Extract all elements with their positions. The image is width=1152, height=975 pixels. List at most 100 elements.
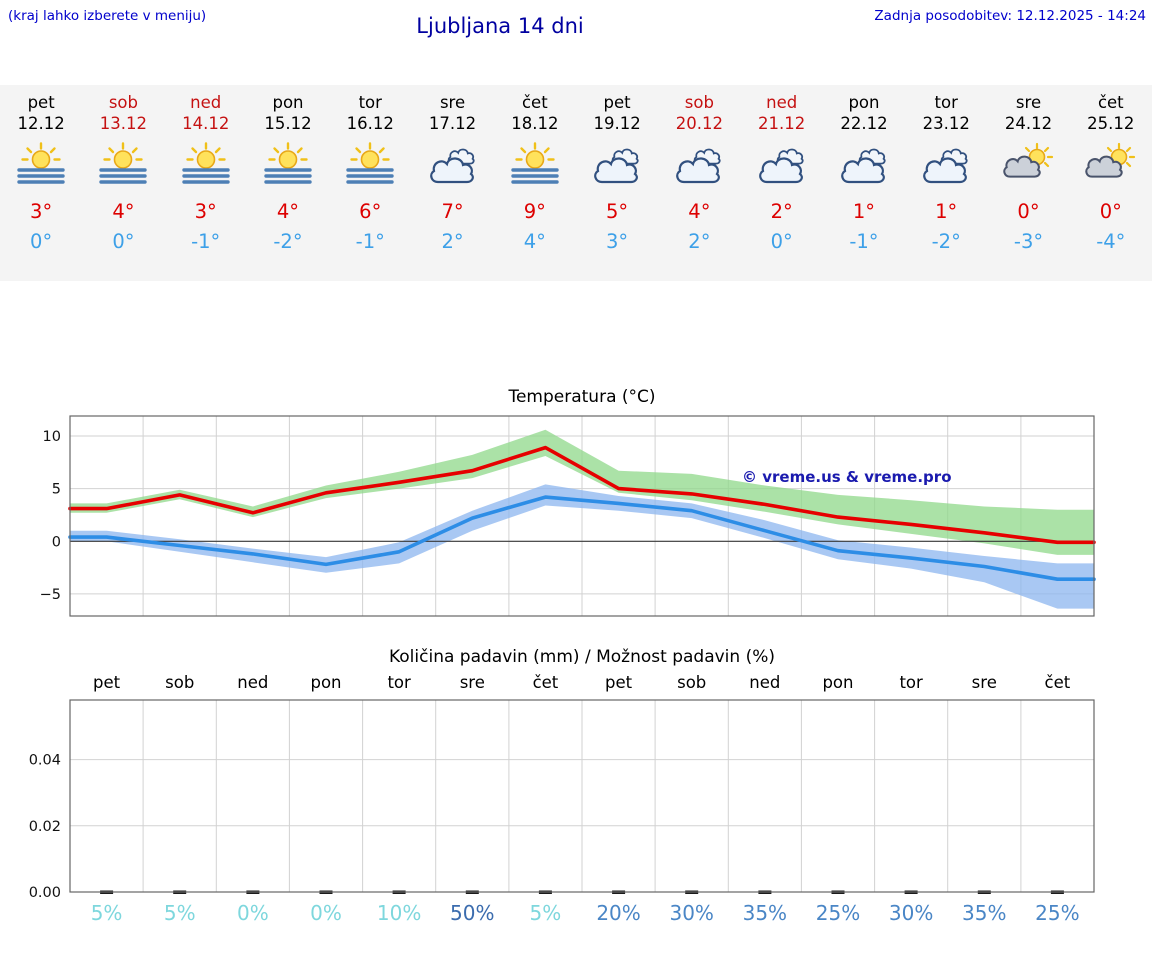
forecast-day-18.12: čet 18.12 9° 4° [494,85,576,281]
day-date: 21.12 [758,114,806,133]
watermark-link[interactable]: © vreme.us & vreme.pro [742,468,952,486]
forecast-day-12.12: pet 12.12 3° 0° [0,85,82,281]
day-name: ned [766,93,798,112]
sun-cloud-icon [1070,139,1152,191]
day-low-temp: 4° [523,230,546,253]
cloud-icon [411,139,493,191]
day-high-temp: 1° [852,200,876,223]
day-high-temp: 4° [112,200,135,223]
day-low-temp: -2° [273,230,303,253]
cloud-icon [658,139,740,191]
sun-fog-icon [165,139,247,191]
day-high-temp: 3° [194,200,217,223]
day-date: 23.12 [922,114,970,133]
precip-day-label: čet [532,673,559,692]
precip-day-label: sob [165,673,195,692]
svg-text:0: 0 [52,534,61,550]
precip-percent: 5% [163,901,196,925]
precip-day-label: pet [605,673,633,692]
day-name: pon [848,93,880,112]
forecast-day-15.12: pon 15.12 4° -2° [247,85,329,281]
forecast-day-20.12: sob 20.12 4° 2° [658,85,740,281]
precip-day-label: sre [971,673,997,692]
menu-hint: (kraj lahko izberete v meniju) [8,8,207,24]
day-date: 17.12 [428,114,477,133]
precip-percent: 25% [815,901,861,925]
day-low-temp: -1° [355,230,385,253]
day-high-temp: 0° [1099,200,1122,223]
precipitation-chart-title: Količina padavin (mm) / Možnost padavin … [388,647,775,667]
svg-text:0.04: 0.04 [29,753,61,769]
precip-percent: 20% [596,901,641,925]
day-high-temp: 0° [1017,200,1040,223]
day-name: sob [108,93,138,112]
precip-day-label: sre [459,673,485,692]
cloud-icon [905,139,987,191]
day-date: 15.12 [264,114,312,133]
precip-day-label: pet [93,673,121,692]
cloud-icon [823,139,905,191]
precip-day-label: pon [822,673,854,692]
forecast-day-13.12: sob 13.12 4° 0° [82,85,164,281]
day-low-temp: -3° [1013,230,1044,253]
svg-text:10: 10 [43,429,61,445]
day-high-temp: 2° [770,200,793,223]
temperature-chart-title: Temperatura (°C) [508,387,656,407]
day-name: sre [1015,93,1042,112]
svg-text:−5: −5 [40,587,61,603]
day-name: pet [603,93,631,112]
day-name: pet [27,93,55,112]
day-low-temp: -1° [191,230,221,253]
day-date: 13.12 [99,114,148,133]
precip-day-label: sob [677,673,707,692]
day-date: 19.12 [593,114,641,133]
day-date: 12.12 [17,114,65,133]
day-name: sob [684,93,714,112]
day-name: tor [358,93,382,112]
precip-percent: 35% [962,901,1007,925]
precip-day-label: ned [237,673,269,692]
precip-day-label: tor [899,673,923,692]
day-date: 25.12 [1087,114,1135,133]
day-high-temp: 9° [523,200,546,223]
svg-text:5: 5 [52,482,61,498]
precip-percent: 5% [529,901,562,925]
day-name: čet [521,93,548,112]
cloud-icon [741,139,823,191]
precip-day-labels: pet sob ned pon tor sre čet pet sob ned pon tor sre č… [70,673,1094,692]
precip-percent: 10% [376,901,422,925]
sun-fog-icon [329,139,411,191]
precip-day-label: ned [749,673,781,692]
day-name: čet [1097,93,1124,112]
day-name: tor [934,93,958,112]
day-high-temp: 4° [688,200,711,223]
day-name: pon [272,93,304,112]
day-low-temp: 3° [606,230,629,253]
precip-percent: 50% [450,901,495,925]
forecast-day-21.12: ned 21.12 2° 0° [741,85,823,281]
day-high-temp: 6° [359,200,382,223]
day-low-temp: 0° [30,230,53,253]
temperature-chart: 10 5 0 −5 [0,414,1152,622]
precipitation-chart: 0.00 0.02 0.04 [0,698,1152,901]
forecast-day-17.12: sre 17.12 7° 2° [411,85,493,281]
svg-text:0.00: 0.00 [29,885,61,898]
day-date: 20.12 [675,114,724,133]
day-name: sre [439,93,466,112]
sun-fog-icon [82,139,164,191]
day-low-temp: 2° [441,230,464,253]
day-high-temp: 5° [606,200,629,223]
forecast-day-14.12: ned 14.12 3° -1° [165,85,247,281]
precip-percent: 35% [742,901,788,925]
precip-percent: 5% [90,901,123,925]
forecast-day-23.12: tor 23.12 1° -2° [905,85,987,281]
forecast-strip: pet 12.12 3° 0° sob 13.12 4° 0° ned 14.12 3° -1° pon… [0,85,1152,281]
day-date: 18.12 [511,114,559,133]
day-name: ned [190,93,222,112]
svg-text:0.02: 0.02 [29,819,61,835]
precip-day-label: čet [1044,673,1071,692]
day-high-temp: 4° [276,200,300,223]
forecast-day-24.12: sre 24.12 0° -3° [987,85,1069,281]
day-low-temp: 2° [688,230,711,253]
last-updated: Zadnja posodobitev: 12.12.2025 - 14:24 [874,8,1146,24]
